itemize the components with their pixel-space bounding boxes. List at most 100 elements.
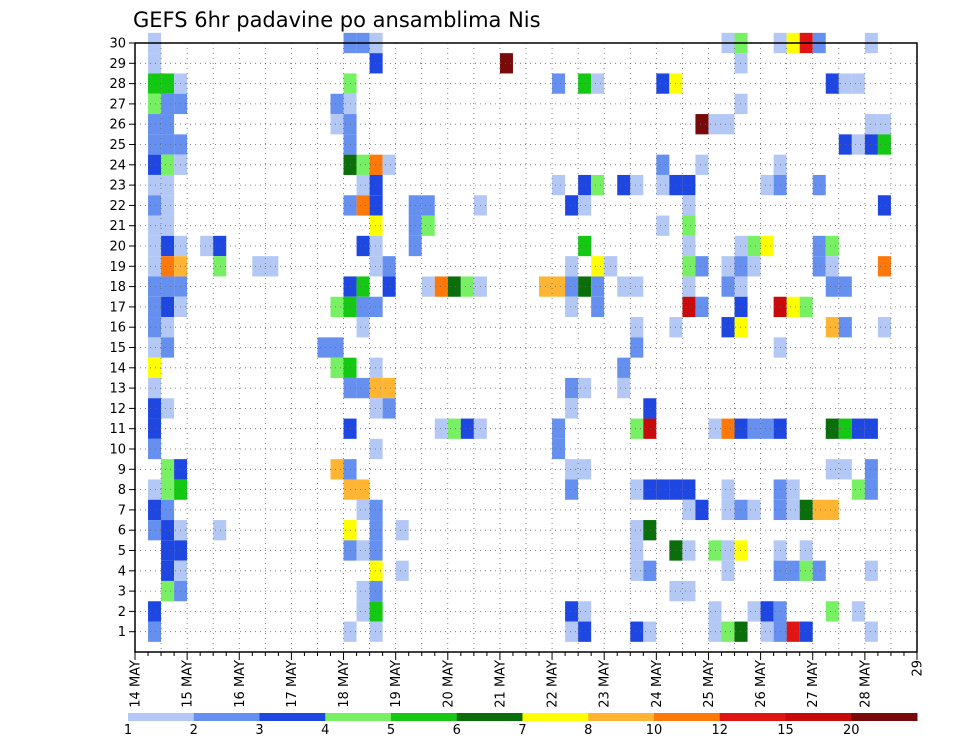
heatmap-cell bbox=[630, 560, 644, 581]
heatmap-cell bbox=[148, 276, 162, 297]
x-tick-label: 27 MAY bbox=[806, 660, 821, 708]
heatmap-cell bbox=[148, 479, 162, 500]
heatmap-cell bbox=[356, 499, 370, 521]
legend-swatch bbox=[259, 713, 326, 721]
heatmap-cell bbox=[148, 256, 162, 277]
heatmap-cell bbox=[734, 317, 748, 338]
x-tick-label: 21 MAY bbox=[493, 660, 508, 708]
heatmap-cell bbox=[161, 580, 175, 602]
heatmap-cell bbox=[760, 174, 774, 196]
legend-label: 5 bbox=[387, 723, 395, 738]
heatmap-cell bbox=[578, 73, 592, 94]
heatmap-cell bbox=[786, 621, 800, 642]
legend-swatch bbox=[391, 713, 458, 721]
heatmap-cell bbox=[864, 418, 878, 439]
heatmap-cell bbox=[721, 479, 735, 500]
heatmap-cell bbox=[369, 174, 383, 196]
heatmap-cell bbox=[630, 479, 644, 500]
heatmap-cell bbox=[369, 601, 383, 622]
heatmap-cell bbox=[161, 398, 175, 419]
heatmap-cell bbox=[825, 256, 839, 277]
heatmap-cell bbox=[695, 499, 709, 521]
heatmap-cell bbox=[812, 560, 826, 581]
legend-swatch bbox=[588, 713, 655, 721]
heatmap-cell bbox=[721, 256, 735, 277]
heatmap-cell bbox=[565, 398, 579, 419]
heatmap-cell bbox=[734, 93, 748, 115]
heatmap-cell bbox=[825, 499, 839, 521]
y-tick-label: 28 bbox=[109, 77, 126, 92]
heatmap-cell bbox=[617, 174, 631, 196]
heatmap-cell bbox=[447, 276, 461, 297]
heatmap-cell bbox=[369, 53, 383, 74]
heatmap-cell bbox=[565, 479, 579, 500]
heatmap-cell bbox=[395, 560, 409, 581]
y-tick-label: 26 bbox=[109, 118, 126, 133]
heatmap-cell bbox=[252, 256, 266, 277]
heatmap-cell bbox=[161, 114, 175, 135]
heatmap-cell bbox=[708, 621, 722, 642]
heatmap-cell bbox=[161, 459, 175, 480]
heatmap-cell bbox=[630, 174, 644, 196]
heatmap-cell bbox=[213, 235, 227, 257]
heatmap-cell bbox=[330, 337, 344, 358]
heatmap-cell bbox=[734, 418, 748, 439]
legend-label: 15 bbox=[777, 723, 794, 738]
heatmap-cell bbox=[812, 256, 826, 277]
heatmap-cell bbox=[356, 317, 370, 338]
legend-label: 10 bbox=[646, 723, 663, 738]
legend-swatch bbox=[522, 713, 589, 721]
heatmap-cell bbox=[682, 174, 696, 196]
y-tick-label: 20 bbox=[109, 240, 126, 255]
y-tick-label: 4 bbox=[118, 564, 126, 579]
heatmap-cell bbox=[721, 621, 735, 642]
heatmap-cell bbox=[721, 560, 735, 581]
heatmap-cell bbox=[565, 195, 579, 216]
heatmap-cell bbox=[330, 93, 344, 115]
heatmap-cell bbox=[578, 621, 592, 642]
y-tick-label: 19 bbox=[109, 260, 126, 275]
heatmap-cell bbox=[734, 621, 748, 642]
heatmap-cell bbox=[591, 73, 605, 94]
y-tick-label: 10 bbox=[109, 443, 126, 458]
heatmap-cell bbox=[734, 499, 748, 521]
legend-swatch bbox=[851, 713, 918, 721]
y-tick-label: 16 bbox=[109, 321, 126, 336]
heatmap-cell bbox=[617, 377, 631, 399]
heatmap-cell bbox=[447, 418, 461, 439]
heatmap-cell bbox=[812, 235, 826, 257]
heatmap-cell bbox=[356, 235, 370, 257]
heatmap-cell bbox=[643, 560, 657, 581]
heatmap-cell bbox=[747, 235, 761, 257]
legend-swatch bbox=[456, 713, 523, 721]
heatmap-cell bbox=[734, 53, 748, 74]
heatmap-cell bbox=[330, 114, 344, 135]
heatmap-cell bbox=[213, 520, 227, 541]
heatmap-cell bbox=[643, 479, 657, 500]
heatmap-cell bbox=[148, 154, 162, 175]
y-tick-label: 9 bbox=[118, 463, 126, 478]
heatmap-cell bbox=[643, 621, 657, 642]
y-tick-label: 8 bbox=[118, 483, 126, 498]
heatmap-cell bbox=[695, 256, 709, 277]
heatmap-cell bbox=[630, 520, 644, 541]
y-tick-label: 14 bbox=[109, 361, 126, 376]
y-tick-label: 13 bbox=[109, 382, 126, 397]
heatmap-cell bbox=[330, 459, 344, 480]
y-tick-label: 2 bbox=[118, 605, 126, 620]
heatmap-cells bbox=[148, 32, 891, 642]
y-tick-label: 23 bbox=[109, 179, 126, 194]
heatmap-cell bbox=[708, 418, 722, 439]
heatmap-cell bbox=[161, 499, 175, 521]
y-tick-label: 5 bbox=[118, 544, 126, 559]
heatmap-cell bbox=[786, 479, 800, 500]
y-tick-label: 27 bbox=[109, 97, 126, 112]
heatmap-cell bbox=[864, 621, 878, 642]
heatmap-cell bbox=[786, 499, 800, 521]
heatmap-cell bbox=[682, 499, 696, 521]
heatmap-cell bbox=[161, 93, 175, 115]
heatmap-cell bbox=[395, 520, 409, 541]
y-tick-label: 15 bbox=[109, 341, 126, 356]
heatmap-cell bbox=[799, 296, 813, 318]
x-tick-label: 23 MAY bbox=[598, 660, 613, 708]
